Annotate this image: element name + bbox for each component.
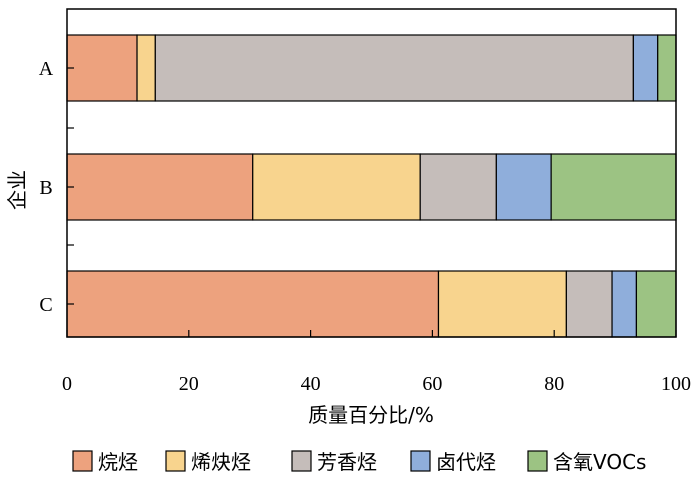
legend-label-5: 含氧VOCs bbox=[553, 450, 646, 474]
x-tick-label-40: 40 bbox=[301, 373, 321, 395]
bar-segment-C-3 bbox=[565, 270, 613, 338]
bar-segment-B-5 bbox=[550, 153, 677, 221]
bar-segment-B-2 bbox=[252, 153, 421, 221]
legend-label-2: 烯炔烃 bbox=[191, 450, 251, 474]
x-tick-label-20: 20 bbox=[179, 373, 199, 395]
legend-swatch-1 bbox=[72, 450, 93, 472]
legend-swatch-4 bbox=[410, 450, 431, 472]
bar-segment-B-3 bbox=[419, 153, 497, 221]
x-tick-label-80: 80 bbox=[544, 373, 564, 395]
y-axis-title: 企业 bbox=[5, 170, 29, 210]
bar-segment-C-1 bbox=[66, 270, 440, 338]
bar-segment-B-1 bbox=[66, 153, 254, 221]
y-tick-label-B: B bbox=[39, 177, 52, 199]
bar-segment-A-1 bbox=[66, 34, 138, 102]
legend: 烷烃 烯炔烃 芳香烃 卤代烃 含氧VOCs bbox=[72, 450, 646, 474]
legend-label-3: 芳香烃 bbox=[317, 450, 377, 474]
x-tick-label-0: 0 bbox=[62, 373, 72, 395]
x-axis-title: 质量百分比/% bbox=[308, 403, 434, 427]
bar-segment-A-3 bbox=[154, 34, 634, 102]
bar-segment-A-4 bbox=[632, 34, 659, 102]
legend-swatch-3 bbox=[291, 450, 312, 472]
x-tick-label-100: 100 bbox=[661, 373, 691, 395]
bar-segment-C-2 bbox=[437, 270, 567, 338]
legend-label-4: 卤代烃 bbox=[436, 450, 496, 474]
bar-segment-A-2 bbox=[136, 34, 156, 102]
x-axis: 0 20 40 60 80 100 bbox=[62, 330, 691, 395]
y-axis: A B C bbox=[39, 58, 74, 316]
y-tick-label-C: C bbox=[39, 294, 52, 316]
bar-segment-C-5 bbox=[635, 270, 677, 338]
legend-swatch-2 bbox=[165, 450, 186, 472]
x-tick-label-60: 60 bbox=[422, 373, 442, 395]
legend-label-1: 烷烃 bbox=[98, 450, 138, 474]
bar-segment-B-4 bbox=[495, 153, 552, 221]
bar-segment-A-5 bbox=[657, 34, 677, 102]
legend-swatch-5 bbox=[527, 450, 548, 472]
bars-group bbox=[66, 34, 677, 338]
y-tick-label-A: A bbox=[39, 58, 54, 80]
plot-frame bbox=[66, 8, 677, 338]
bar-segment-C-4 bbox=[611, 270, 638, 338]
